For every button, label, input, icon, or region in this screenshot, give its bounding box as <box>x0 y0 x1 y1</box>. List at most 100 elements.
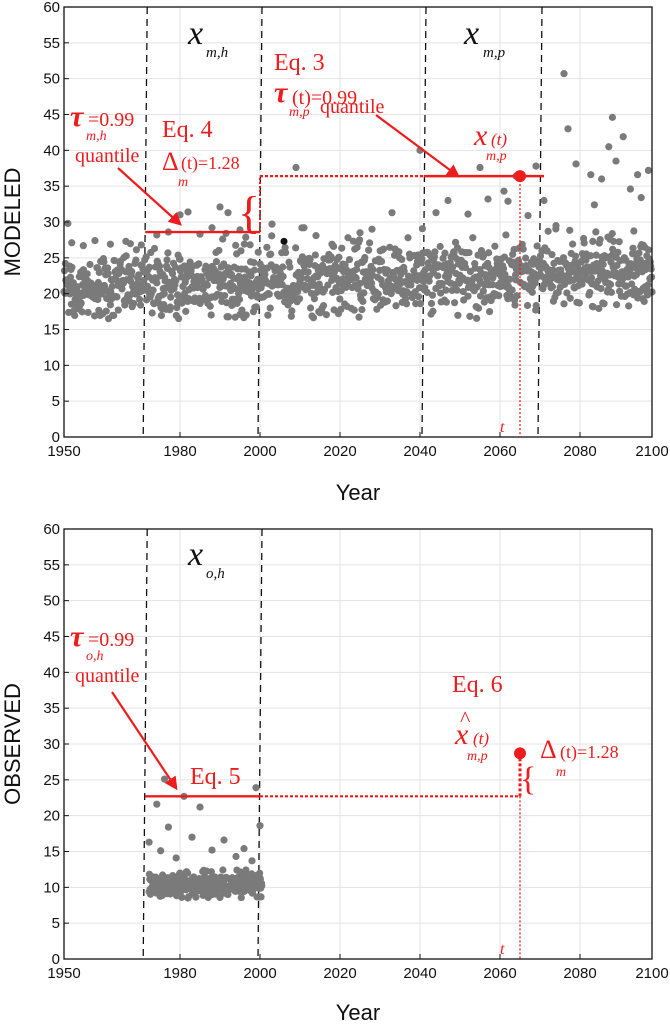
data-point <box>306 304 315 312</box>
x-tick-labels: 1950 1980 2000 2020 2040 2060 2080 2100 <box>47 432 669 460</box>
data-point <box>388 209 396 217</box>
data-point <box>374 290 382 298</box>
y-tick-label: 35 <box>43 178 60 195</box>
data-point <box>222 229 230 237</box>
data-point <box>344 234 352 242</box>
y-tick-labels: 0 5 10 15 20 25 30 35 40 45 50 55 60 <box>43 521 69 968</box>
data-point <box>311 251 319 259</box>
data-point <box>338 244 346 252</box>
data-point <box>361 253 369 262</box>
data-point <box>353 265 361 273</box>
data-point <box>64 219 72 228</box>
data-point <box>108 282 116 290</box>
data-point <box>486 308 494 316</box>
data-point <box>383 297 391 305</box>
y-tick-label: 60 <box>43 0 60 16</box>
y-tick-label: 45 <box>43 107 60 124</box>
data-point <box>392 302 400 310</box>
data-point <box>630 227 638 235</box>
data-point <box>625 302 633 310</box>
svg-text:m: m <box>556 765 566 780</box>
data-point <box>513 292 521 300</box>
x-tick-label: 1980 <box>163 443 196 460</box>
data-point <box>155 262 164 270</box>
data-point <box>240 240 248 248</box>
svg-text:τ: τ <box>70 100 85 133</box>
data-point <box>566 294 574 302</box>
data-point <box>258 882 266 890</box>
data-point <box>337 305 345 314</box>
xt-annotation: x (t) m,p <box>473 119 507 164</box>
data-point <box>609 237 618 245</box>
data-point <box>544 227 552 235</box>
data-point <box>175 314 183 323</box>
data-point <box>173 304 181 312</box>
y-tick-label: 55 <box>43 35 60 52</box>
data-point <box>619 133 627 141</box>
data-point <box>232 241 240 249</box>
data-point <box>369 265 377 274</box>
data-point <box>358 305 366 314</box>
x-tick-label: 2020 <box>323 443 356 460</box>
data-point <box>548 283 557 291</box>
data-point <box>355 313 363 321</box>
data-point <box>502 231 510 239</box>
y-tick-label: 10 <box>43 357 60 374</box>
data-point <box>589 237 597 246</box>
data-point <box>237 893 245 902</box>
data-point <box>431 248 439 256</box>
y-tick-label: 25 <box>43 772 60 789</box>
data-point <box>508 286 516 294</box>
y-tick-label: 40 <box>43 664 60 681</box>
svg-text:Eq. 6: Eq. 6 <box>452 672 503 698</box>
data-point <box>407 281 415 289</box>
data-point <box>437 289 445 297</box>
data-point <box>641 266 650 274</box>
data-point <box>453 286 461 294</box>
data-point <box>309 314 318 322</box>
data-point <box>182 307 190 315</box>
data-point <box>242 233 250 241</box>
x-tick-label: 2000 <box>243 443 276 460</box>
data-point <box>644 246 653 254</box>
data-point <box>328 240 336 248</box>
data-point <box>114 306 122 314</box>
y-tick-label: 50 <box>43 593 60 610</box>
y-tick-label: 15 <box>43 844 60 861</box>
data-point <box>441 249 449 257</box>
data-point <box>356 229 364 237</box>
svg-text:Δ: Δ <box>162 147 179 176</box>
t-label: t <box>500 419 505 436</box>
point-cloud <box>145 866 266 902</box>
data-point <box>335 253 343 261</box>
data-point <box>319 302 328 310</box>
eq3-annotation: Eq. 3 τ (t)=0.99 m,p quantile <box>274 50 385 120</box>
data-point <box>634 171 642 179</box>
data-point <box>94 278 102 287</box>
tau-hist-annotation: τ =0.99 m,h quantile <box>70 100 140 167</box>
data-point <box>176 255 184 263</box>
data-point <box>579 275 587 283</box>
data-point <box>91 312 99 320</box>
data-point <box>242 311 250 319</box>
data-point <box>590 201 599 209</box>
period-label-proj: x m,p <box>463 15 506 61</box>
data-point <box>268 220 276 228</box>
data-point <box>360 289 368 297</box>
data-point <box>464 292 472 300</box>
data-points <box>64 70 653 250</box>
data-point <box>295 295 304 303</box>
data-point <box>432 209 440 217</box>
data-point <box>647 265 655 273</box>
data-point <box>282 248 290 257</box>
svg-text:quantile: quantile <box>75 665 140 687</box>
y-tick-label: 40 <box>43 142 60 159</box>
data-point <box>261 270 269 279</box>
data-point <box>423 288 431 297</box>
data-point <box>160 775 169 783</box>
data-point <box>195 260 203 268</box>
data-point <box>192 893 200 901</box>
svg-text:Eq. 4: Eq. 4 <box>162 117 213 143</box>
data-point <box>153 800 161 808</box>
